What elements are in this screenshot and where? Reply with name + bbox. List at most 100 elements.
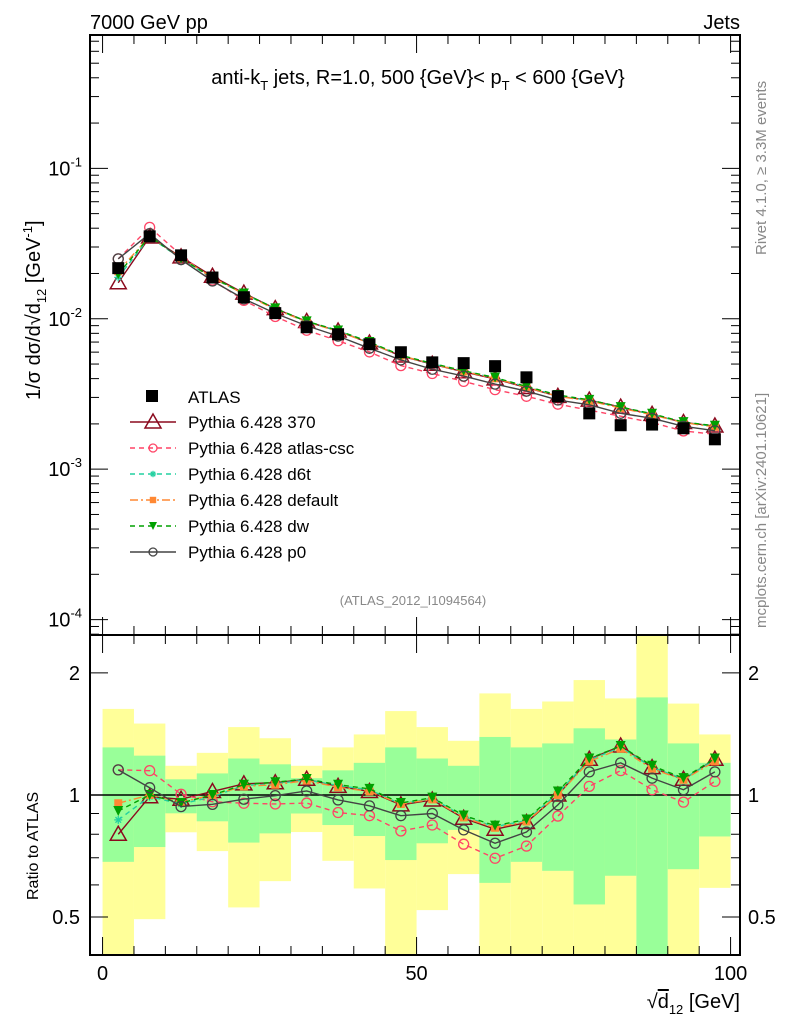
marker-circle: [615, 407, 627, 419]
marker-circle: [301, 785, 313, 797]
marker-circle: [301, 797, 313, 809]
marker-circle: [646, 784, 658, 796]
marker-triangle-down: [647, 760, 658, 771]
marker-triangle-down: [427, 792, 438, 803]
plot-title: anti-kT jets, R=1.0, 500 {GeV}< pT < 600…: [211, 67, 625, 93]
marker-circle: [144, 764, 156, 777]
marker-triangle-down: [238, 779, 249, 790]
marker-triangle-down: [709, 753, 720, 764]
legend-item: Pythia 6.428 atlas-csc: [130, 439, 355, 458]
marker-asterisk: [114, 815, 123, 824]
ratio-y-tick-label-right: 2: [748, 663, 759, 685]
marker-triangle-down: [615, 741, 626, 752]
marker-circle: [615, 757, 627, 769]
stat-uncertainty-band: [479, 736, 511, 883]
marker-circle: [238, 793, 250, 805]
marker-triangle-down: [584, 753, 595, 764]
marker-circle: [552, 810, 564, 822]
marker-triangle-down: [149, 522, 157, 530]
marker-circle: [112, 764, 124, 776]
marker-square: [149, 496, 157, 504]
stat-uncertainty-band: [510, 747, 543, 862]
marker-triangle: [143, 412, 163, 429]
marker-atlas: [551, 390, 564, 403]
marker-circle: [677, 796, 690, 808]
marker-circle: [148, 443, 158, 453]
marker-triangle-down: [207, 789, 218, 800]
stat-uncertainty-band: [353, 762, 386, 837]
marker-circle: [489, 852, 501, 864]
marker-circle: [426, 819, 438, 831]
marker-circle: [709, 766, 721, 778]
marker-triangle-down: [270, 777, 281, 788]
legend-label: Pythia 6.428 d6t: [188, 465, 311, 484]
legend-label: Pythia 6.428 dw: [188, 517, 310, 536]
asterisk-stroke: [150, 471, 156, 477]
asterisk-stroke: [115, 816, 122, 824]
legend-label: Pythia 6.428 p0: [188, 543, 306, 562]
marker-circle: [520, 385, 533, 397]
stat-uncertainty-band: [604, 739, 637, 876]
marker-triangle-down: [521, 814, 532, 825]
mcplots-label: mcplots.cern.ch [arXiv:2401.10621]: [753, 393, 770, 628]
marker-circle: [552, 799, 564, 811]
marker-triangle: [108, 273, 128, 290]
marker-circle: [489, 378, 501, 390]
legend-item: Pythia 6.428 p0: [130, 543, 306, 562]
legend-label: Pythia 6.428 atlas-csc: [188, 439, 355, 458]
marker-circle: [489, 837, 501, 849]
marker-atlas: [300, 321, 313, 334]
marker-asterisk: [149, 470, 157, 478]
legend-item-atlas: ATLAS: [146, 388, 241, 407]
x-tick-label: 50: [405, 963, 427, 985]
axis-ticks: 0 50 100 10-1 10-2 10-3 10-4 0.5 0.5 1 1 2 2: [48, 35, 776, 985]
legend-item: Pythia 6.428 d6t: [130, 465, 311, 484]
marker-circle: [206, 798, 219, 811]
ratio-y-tick-label-right: 0.5: [748, 907, 776, 929]
rivet-version-label: Rivet 4.1.0, ≥ 3.3M events: [753, 81, 770, 255]
marker-circle: [583, 780, 595, 793]
marker-circle: [458, 824, 470, 836]
marker-triangle-down: [490, 820, 501, 831]
marker-circle: [332, 806, 344, 819]
series-atlas: [112, 230, 721, 446]
ratio-y-axis-label: Ratio to ATLAS: [25, 792, 42, 900]
ratio-line: [117, 746, 716, 828]
marker-atlas: [332, 328, 345, 341]
marker-circle: [395, 810, 407, 822]
marker-triangle-down: [552, 786, 563, 797]
marker-circle: [395, 825, 407, 837]
marker-atlas: [614, 419, 627, 432]
marker-atlas: [708, 433, 721, 446]
ratio-panel-frame: [89, 634, 741, 956]
marker-circle: [148, 547, 158, 557]
marker-triangle-down: [301, 773, 312, 784]
marker-circle: [238, 797, 250, 809]
analysis-watermark: (ATLAS_2012_I1094564): [340, 593, 486, 608]
y-tick-label: 10-1: [48, 154, 82, 180]
header-left: 7000 GeV pp: [90, 12, 208, 34]
marker-circle: [520, 826, 533, 838]
marker-atlas: [394, 346, 407, 359]
marker-atlas: [206, 271, 219, 284]
marker-triangle-down: [678, 773, 689, 784]
marker-triangle-down: [364, 783, 375, 794]
stat-uncertainty-band: [667, 743, 700, 870]
marker-triangle-down: [176, 798, 187, 809]
marker-circle: [458, 838, 470, 850]
marker-atlas: [269, 307, 282, 320]
marker-triangle-down: [490, 372, 501, 383]
ratio-bands: [90, 635, 740, 955]
marker-atlas: [237, 291, 250, 304]
marker-triangle-down: [615, 402, 626, 413]
x-tick-label: 0: [97, 963, 108, 985]
marker-atlas: [646, 418, 659, 431]
marker-atlas: [112, 262, 125, 275]
marker-atlas: [146, 390, 158, 402]
marker-circle: [332, 794, 344, 806]
marker-square: [114, 799, 123, 808]
marker-atlas: [457, 357, 470, 370]
legend-label: ATLAS: [188, 388, 241, 407]
marker-atlas: [489, 360, 502, 373]
stat-uncertainty-band: [636, 697, 668, 955]
